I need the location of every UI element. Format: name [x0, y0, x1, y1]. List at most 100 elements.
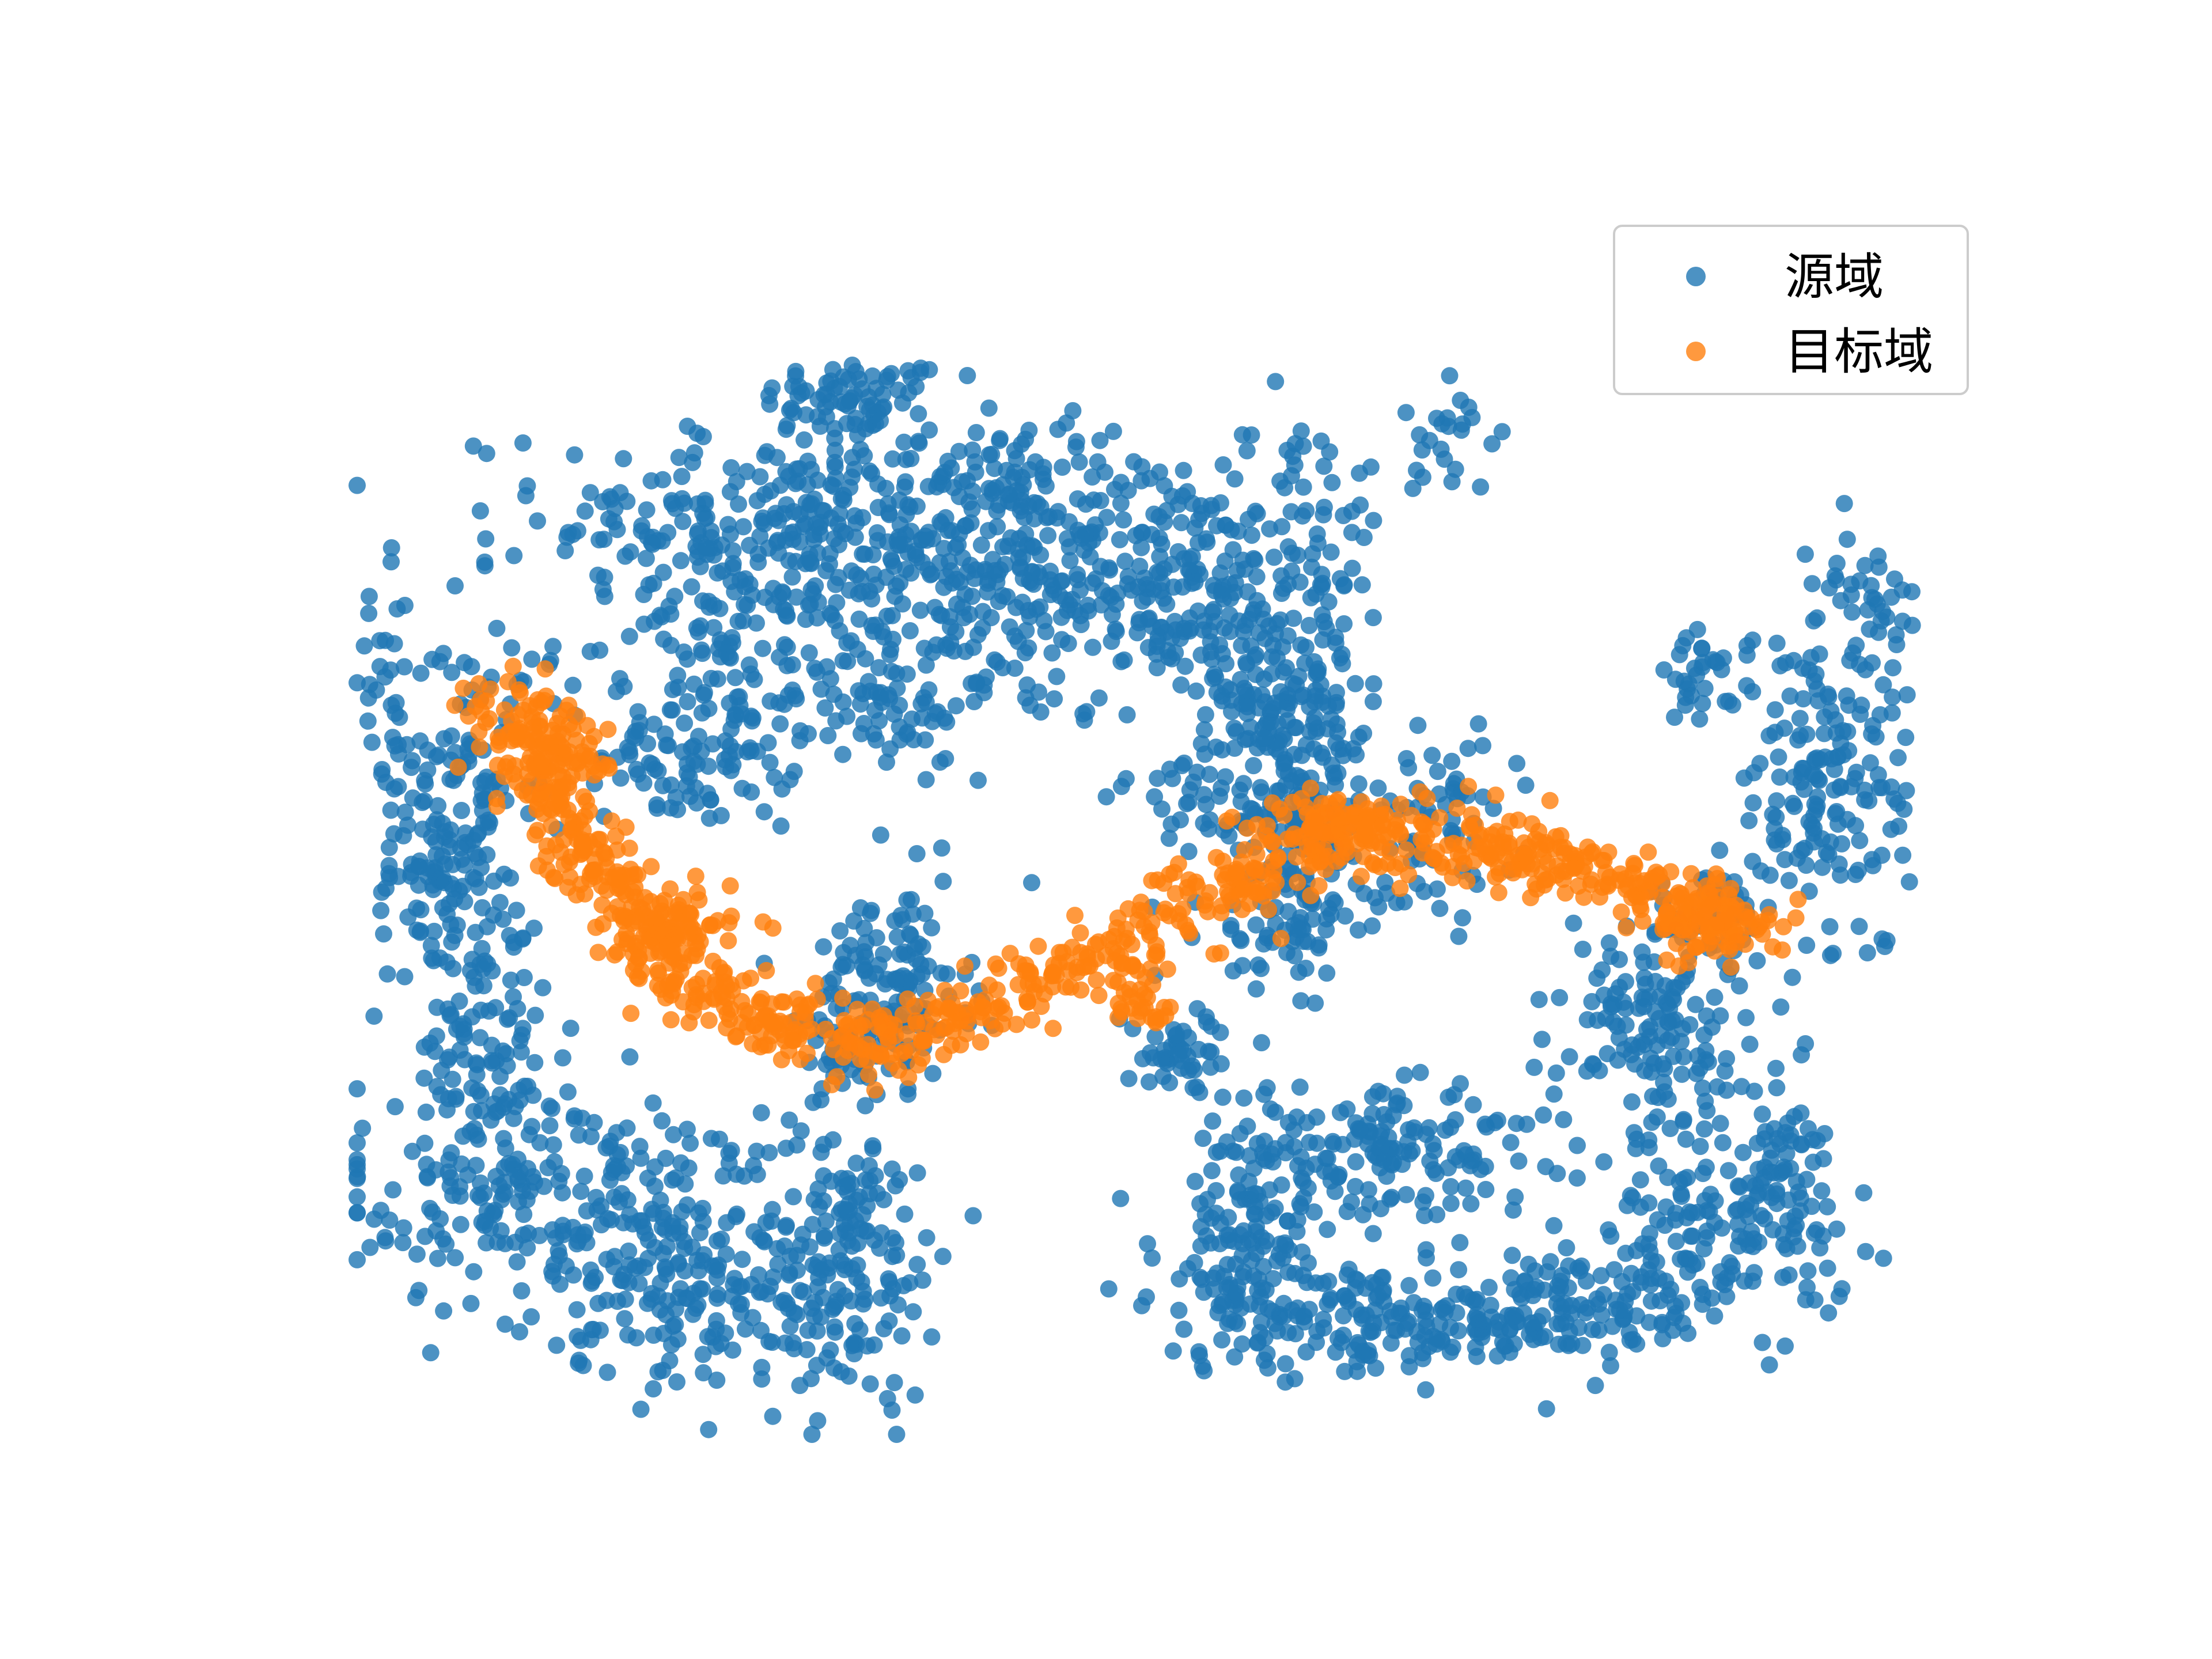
source-domain-point [1551, 988, 1569, 1006]
source-domain-point [1202, 1043, 1220, 1061]
source-domain-point [1277, 1355, 1294, 1373]
source-domain-point [1482, 1308, 1500, 1326]
source-domain-point [1090, 689, 1108, 707]
source-domain-point [1285, 1138, 1303, 1156]
source-domain-point [1006, 660, 1024, 677]
source-domain-point [1520, 1255, 1537, 1273]
source-domain-point [1666, 709, 1683, 726]
source-domain-point [471, 502, 489, 520]
source-domain-point [1252, 1229, 1270, 1246]
source-domain-point [950, 442, 968, 460]
source-domain-point [1805, 819, 1823, 837]
source-domain-point [419, 761, 437, 779]
target-domain-point [470, 675, 488, 692]
source-domain-point [672, 552, 690, 570]
source-domain-point [1517, 777, 1535, 794]
source-domain-point [1716, 1062, 1734, 1080]
source-domain-point [1392, 1299, 1410, 1317]
source-domain-point [1261, 520, 1279, 538]
target-domain-point [1218, 812, 1236, 830]
source-domain-point [1132, 472, 1150, 490]
source-domain-point [1315, 1319, 1333, 1337]
source-domain-point [1037, 623, 1055, 641]
target-domain-point [884, 1054, 902, 1072]
target-domain-point [1688, 890, 1706, 907]
target-domain-point [1411, 783, 1429, 801]
source-domain-point [513, 1282, 531, 1300]
source-domain-point [456, 654, 474, 672]
source-domain-point [778, 1217, 795, 1234]
target-domain-point [1338, 843, 1356, 861]
target-domain-point [1412, 813, 1430, 831]
source-domain-point [1367, 1359, 1385, 1377]
source-domain-point [679, 650, 696, 668]
source-domain-point [1289, 1307, 1306, 1325]
source-domain-point [1297, 502, 1315, 520]
source-domain-point [663, 495, 681, 513]
target-domain-point [757, 962, 775, 979]
source-domain-point [1735, 769, 1753, 787]
source-domain-point [1771, 768, 1789, 786]
source-domain-point [778, 638, 796, 656]
source-domain-point [1827, 711, 1844, 729]
source-domain-point [1032, 703, 1050, 721]
source-domain-point [680, 1159, 698, 1177]
source-domain-point [1748, 952, 1766, 969]
source-domain-point [1193, 1270, 1211, 1288]
source-domain-point [1191, 1084, 1209, 1101]
source-domain-point [535, 1177, 553, 1195]
source-domain-point [349, 1188, 366, 1206]
source-domain-point [1821, 918, 1839, 935]
source-domain-point [1667, 1233, 1685, 1250]
target-domain-point [1444, 869, 1461, 887]
source-domain-point [1307, 1274, 1325, 1292]
source-domain-point [429, 797, 447, 815]
source-domain-point [853, 583, 871, 600]
source-domain-point [596, 569, 613, 586]
source-domain-point [851, 1321, 869, 1339]
source-domain-point [654, 1245, 672, 1263]
source-domain-point [1309, 660, 1327, 678]
source-domain-point [1235, 1089, 1253, 1107]
source-domain-point [1529, 1313, 1547, 1331]
source-domain-point [668, 1373, 685, 1391]
source-domain-point [1820, 846, 1838, 863]
source-domain-point [1830, 1287, 1848, 1305]
source-domain-point [1630, 999, 1647, 1017]
source-domain-point [1887, 626, 1905, 644]
source-domain-point [1842, 586, 1860, 604]
source-domain-point [1843, 603, 1861, 621]
source-domain-point [808, 663, 825, 681]
source-domain-point [445, 880, 463, 897]
source-domain-point [1441, 367, 1459, 385]
source-domain-point [884, 1248, 902, 1266]
source-domain-point [1202, 1234, 1219, 1252]
source-domain-point [938, 639, 956, 657]
source-domain-point [823, 606, 840, 624]
source-domain-point [1336, 907, 1354, 925]
source-domain-point [908, 1164, 926, 1182]
source-domain-point [913, 709, 931, 727]
source-domain-point [450, 993, 468, 1010]
source-domain-point [932, 964, 950, 982]
source-domain-point [895, 433, 913, 451]
target-domain-point [1312, 852, 1330, 870]
source-domain-point [1112, 653, 1130, 671]
source-domain-point [850, 610, 868, 628]
source-domain-point [733, 1251, 751, 1268]
source-domain-point [821, 670, 839, 688]
source-domain-point [1622, 1264, 1640, 1282]
source-domain-point [1060, 538, 1078, 556]
target-domain-point [1290, 828, 1308, 846]
source-domain-point [465, 1263, 483, 1281]
source-domain-point [1046, 690, 1063, 708]
source-domain-point [489, 1102, 506, 1120]
source-domain-point [730, 688, 748, 706]
source-domain-point [674, 513, 692, 531]
source-domain-point [708, 1372, 726, 1389]
source-domain-point [854, 545, 872, 563]
source-domain-point [1219, 1209, 1237, 1226]
source-domain-point [1318, 964, 1336, 982]
source-domain-point [434, 899, 452, 916]
source-domain-point [1233, 426, 1251, 444]
